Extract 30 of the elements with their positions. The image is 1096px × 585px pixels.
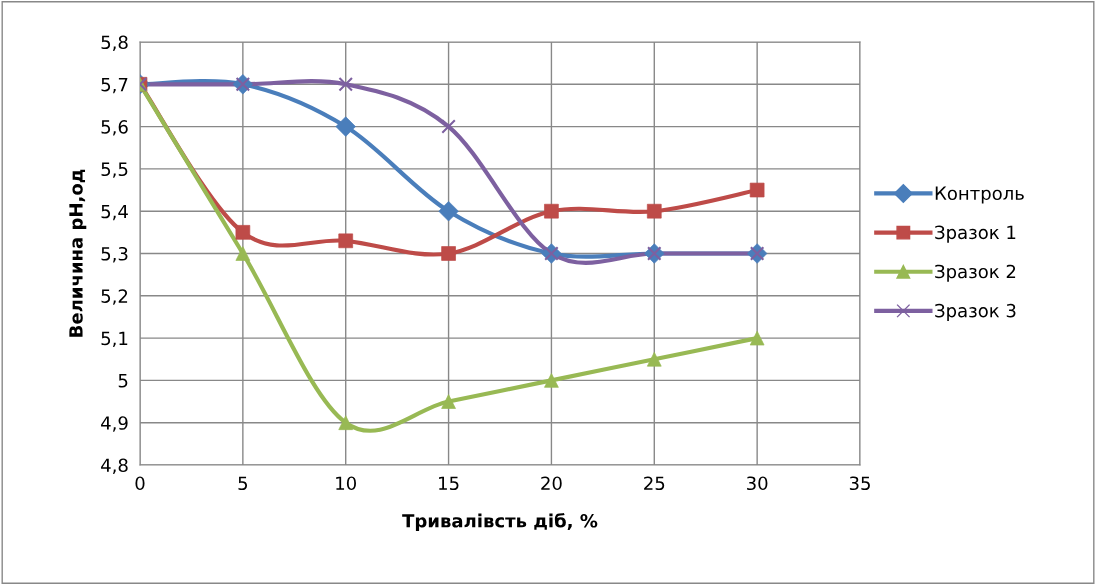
y-tick-label: 5,6	[101, 120, 128, 136]
x-tick-label: 15	[439, 476, 459, 491]
x-axis-title: Тривалівсть діб, %	[402, 513, 598, 532]
x-tick-label: 30	[747, 476, 768, 491]
y-tick-label: 5,1	[101, 331, 128, 348]
legend-label: Зразок 1	[935, 225, 1016, 243]
x-tick-label: 25	[644, 476, 665, 491]
legend-label: Зразок 2	[935, 264, 1016, 282]
y-tick-label: 5	[118, 374, 128, 388]
x-tick-label: 5	[238, 476, 248, 491]
legend-label: Зразок 3	[935, 303, 1016, 321]
y-axis-title: Величина pH,од	[69, 169, 87, 337]
y-tick-label: 5,5	[101, 162, 128, 178]
point	[338, 233, 354, 249]
y-tick-label: 4,9	[101, 416, 128, 432]
x-tick-label: 35	[849, 476, 870, 491]
point	[338, 77, 353, 92]
y-tick-label: 4,8	[101, 458, 128, 474]
point	[338, 415, 354, 430]
legend-label: Контроль	[935, 186, 1024, 204]
x-tick-label: 20	[541, 476, 562, 491]
point	[441, 119, 456, 134]
point	[235, 225, 251, 240]
y-tick-label: 5,8	[101, 35, 128, 51]
y-tick-label: 5,4	[101, 204, 128, 221]
y-tick-label: 5,7	[101, 78, 128, 94]
y-tick-label: 5,2	[101, 289, 128, 305]
y-tick-label: 5,3	[101, 246, 128, 263]
x-tick-label: 0	[135, 476, 145, 491]
x-tick-label: 10	[336, 476, 356, 491]
